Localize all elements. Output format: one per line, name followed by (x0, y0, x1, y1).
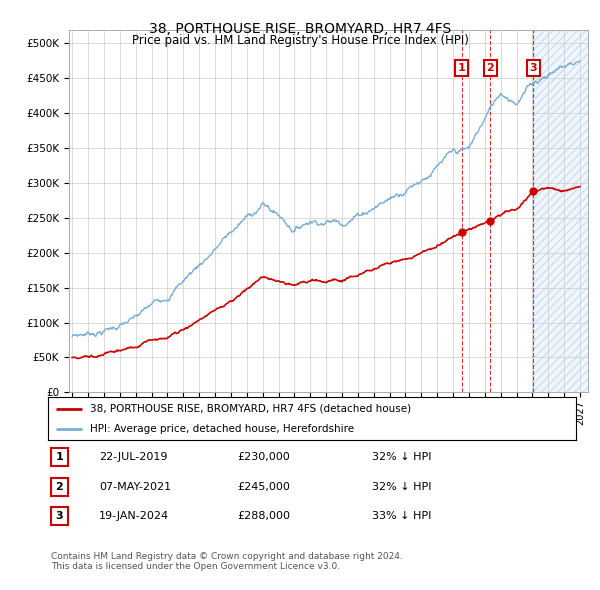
Text: Contains HM Land Registry data © Crown copyright and database right 2024.
This d: Contains HM Land Registry data © Crown c… (51, 552, 403, 571)
Text: 38, PORTHOUSE RISE, BROMYARD, HR7 4FS: 38, PORTHOUSE RISE, BROMYARD, HR7 4FS (149, 22, 451, 37)
Text: 2: 2 (56, 482, 63, 491)
Text: 32% ↓ HPI: 32% ↓ HPI (372, 482, 431, 491)
Text: £288,000: £288,000 (237, 512, 290, 521)
Text: 22-JUL-2019: 22-JUL-2019 (99, 453, 167, 462)
Text: 3: 3 (56, 512, 63, 521)
Text: 1: 1 (458, 63, 466, 73)
Bar (533, 30, 588, 392)
Text: 38, PORTHOUSE RISE, BROMYARD, HR7 4FS (detached house): 38, PORTHOUSE RISE, BROMYARD, HR7 4FS (d… (90, 404, 412, 414)
Text: 1: 1 (56, 453, 63, 462)
Text: 07-MAY-2021: 07-MAY-2021 (99, 482, 171, 491)
Text: 32% ↓ HPI: 32% ↓ HPI (372, 453, 431, 462)
Text: 19-JAN-2024: 19-JAN-2024 (99, 512, 169, 521)
Bar (533, 30, 588, 392)
Text: £245,000: £245,000 (237, 482, 290, 491)
Text: 33% ↓ HPI: 33% ↓ HPI (372, 512, 431, 521)
Text: HPI: Average price, detached house, Herefordshire: HPI: Average price, detached house, Here… (90, 424, 355, 434)
Text: 2: 2 (487, 63, 494, 73)
Text: £230,000: £230,000 (237, 453, 290, 462)
Text: 3: 3 (529, 63, 537, 73)
Text: Price paid vs. HM Land Registry's House Price Index (HPI): Price paid vs. HM Land Registry's House … (131, 34, 469, 47)
